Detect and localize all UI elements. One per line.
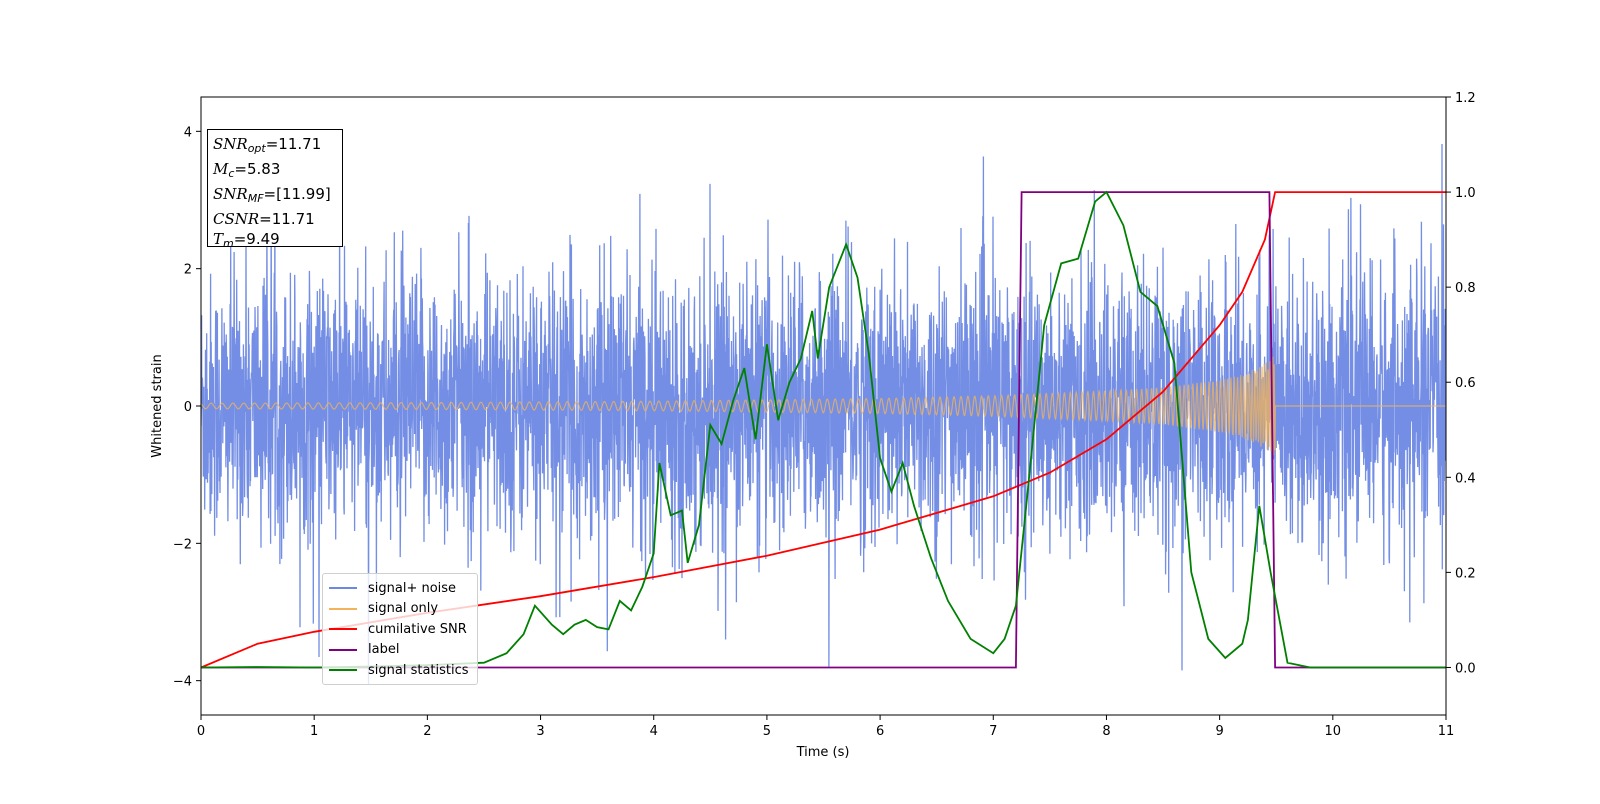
series-signal-noise (201, 143, 1446, 685)
x-tick-label: 10 (1325, 724, 1342, 739)
legend-swatch (329, 628, 357, 631)
legend-swatch (329, 669, 357, 672)
legend-swatch (329, 607, 357, 610)
legend-item-signal-statistics: signal statistics (329, 660, 477, 681)
y-right-tick-label: 0.0 (1455, 661, 1476, 676)
y-tick-label: 0 (184, 400, 192, 415)
series-label (201, 191, 1446, 669)
legend-item-signal-only: signal only (329, 599, 477, 620)
x-tick-label: 4 (650, 724, 658, 739)
legend-item-label: label (329, 640, 477, 661)
y-tick-label: −2 (173, 537, 192, 552)
x-tick-label: 0 (197, 724, 205, 739)
y-right-tick-label: 0.4 (1455, 471, 1476, 486)
snr-mf-row: SNRMF=[11.99] (213, 185, 331, 205)
x-tick-label: 9 (1215, 724, 1223, 739)
x-tick-label: 11 (1438, 724, 1455, 739)
y-right-tick-label: 0.6 (1455, 376, 1476, 391)
y-right-tick-label: 0.2 (1455, 566, 1476, 581)
y-axis-title: Whitened strain (150, 354, 165, 457)
x-tick-label: 7 (989, 724, 997, 739)
x-tick-label: 8 (1102, 724, 1110, 739)
csnr-row: CSNR=11.71 (213, 210, 315, 228)
x-tick-label: 5 (763, 724, 771, 739)
series-signal-only (201, 356, 1446, 456)
x-tick-label: 3 (536, 724, 544, 739)
legend-item-signal-noise: signal+ noise (329, 578, 477, 599)
y-tick-label: 4 (184, 125, 192, 140)
legend-swatch (329, 587, 357, 590)
x-tick-label: 1 (310, 724, 318, 739)
series-signal-statistics (201, 190, 1446, 669)
y-right-tick-label: 1.0 (1455, 186, 1476, 201)
y-tick-label: 2 (184, 263, 192, 278)
tm-row: Tm=9.49 (213, 230, 280, 250)
snr-opt-row: SNRopt=11.71 (213, 135, 322, 155)
x-axis-title: Time (s) (796, 745, 850, 760)
x-tick-label: 2 (423, 724, 431, 739)
mc-row: Mc=5.83 (213, 160, 281, 180)
legend-swatch (329, 648, 357, 651)
y-right-tick-label: 1.2 (1455, 91, 1476, 106)
legend-item-cumulative-snr: cumilative SNR (329, 619, 477, 640)
y-tick-label: −4 (173, 675, 192, 690)
x-tick-label: 6 (876, 724, 884, 739)
legend: signal+ noise signal only cumilative SNR… (322, 573, 478, 685)
y-right-tick-label: 0.8 (1455, 281, 1476, 296)
info-box: SNRopt=11.71 Mc=5.83 SNRMF=[11.99] CSNR=… (207, 129, 343, 250)
